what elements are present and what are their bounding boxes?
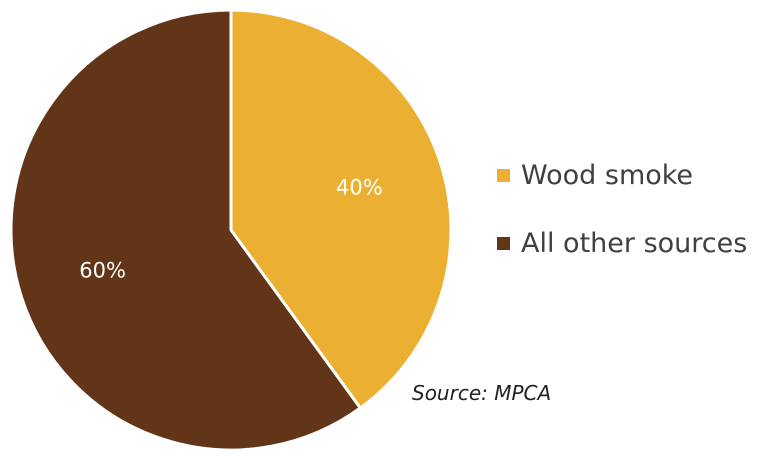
legend: Wood smoke All other sources	[497, 156, 747, 292]
legend-item-all-other-sources: All other sources	[497, 224, 747, 262]
source-note: Source: MPCA	[412, 381, 552, 405]
pie-data-labels: 40% 60%	[79, 175, 382, 282]
legend-label-all-other-sources: All other sources	[521, 227, 748, 259]
legend-swatch-all-other-sources	[497, 236, 510, 250]
legend-swatch-wood-smoke	[497, 168, 510, 182]
legend-item-wood-smoke: Wood smoke	[497, 156, 747, 194]
pie-slices	[9, 8, 453, 452]
data-label-all-other-sources: 60%	[79, 259, 126, 283]
data-label-wood-smoke: 40%	[336, 175, 383, 199]
legend-label-wood-smoke: Wood smoke	[521, 159, 694, 191]
pie-slice-all-other-sources	[9, 8, 362, 452]
pie-slice-wood-smoke	[229, 8, 453, 410]
